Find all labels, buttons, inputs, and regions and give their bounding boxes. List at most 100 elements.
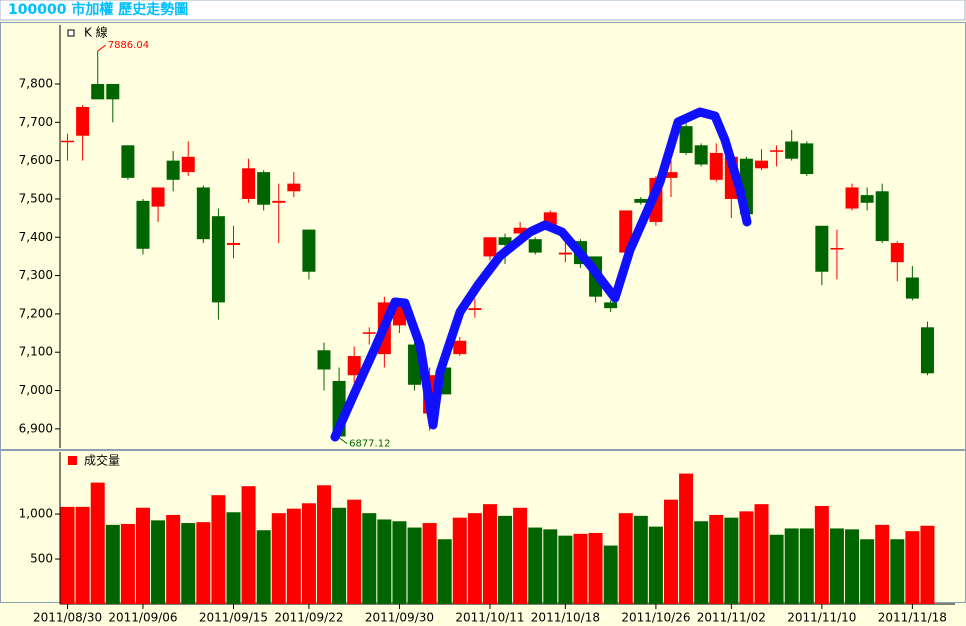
volume-bar bbox=[362, 513, 377, 604]
y-tick-label: 7,800 bbox=[19, 77, 53, 91]
x-tick-label: 2011/11/18 bbox=[878, 611, 947, 625]
volume-bar bbox=[301, 503, 316, 604]
candle-body bbox=[875, 191, 889, 242]
legend-label: 成交量 bbox=[84, 453, 120, 468]
x-tick-label: 2011/09/06 bbox=[108, 611, 177, 625]
candle-body bbox=[91, 84, 105, 100]
volume-bar bbox=[181, 523, 196, 604]
candle-body bbox=[890, 243, 904, 263]
candle-body bbox=[317, 350, 331, 370]
candle-body bbox=[121, 145, 135, 178]
candle-body bbox=[513, 227, 527, 234]
volume-bar bbox=[784, 528, 799, 604]
candle-body bbox=[920, 327, 934, 374]
candle-body bbox=[905, 277, 919, 299]
x-tick-label: 2011/10/18 bbox=[531, 611, 600, 625]
volume-bar bbox=[603, 545, 618, 604]
volume-bar bbox=[543, 529, 558, 604]
volume-bar bbox=[920, 525, 935, 604]
candle-body bbox=[528, 239, 542, 253]
candle-body bbox=[815, 225, 829, 272]
volume-bar bbox=[482, 504, 497, 604]
candle-body bbox=[181, 156, 195, 173]
annotation: 6877.12 bbox=[349, 439, 390, 450]
volume-bar bbox=[573, 533, 588, 604]
volume-bar bbox=[648, 526, 663, 604]
volume-bar bbox=[739, 511, 754, 604]
candle-body bbox=[483, 237, 497, 257]
volume-bar bbox=[105, 524, 120, 604]
volume-bar bbox=[196, 522, 211, 604]
x-tick-label: 2011/11/02 bbox=[697, 611, 766, 625]
volume-bar bbox=[513, 507, 528, 604]
volume-bar bbox=[75, 506, 90, 604]
candle-body bbox=[362, 332, 376, 334]
y-tick-label: 7,600 bbox=[19, 153, 53, 167]
candle-body bbox=[709, 152, 723, 180]
volume-bar bbox=[724, 517, 739, 604]
volume-bar bbox=[528, 527, 543, 604]
y-tick-label: 6,900 bbox=[19, 421, 53, 435]
volume-bar bbox=[860, 539, 875, 604]
volume-bar bbox=[332, 507, 347, 604]
volume-bar bbox=[875, 524, 890, 604]
volume-bar bbox=[558, 535, 573, 604]
y-tick-label: 7,700 bbox=[19, 115, 53, 129]
volume-bar bbox=[845, 529, 860, 604]
volume-bar bbox=[679, 473, 694, 604]
y-tick-label: 7,000 bbox=[19, 383, 53, 397]
volume-bar bbox=[467, 513, 482, 604]
volume-bar bbox=[166, 514, 181, 604]
volume-bar bbox=[498, 515, 513, 604]
volume-bar bbox=[377, 519, 392, 604]
title-bar bbox=[0, 0, 966, 21]
candle-body bbox=[61, 140, 75, 143]
volume-bar bbox=[633, 515, 648, 604]
volume-bar bbox=[347, 499, 362, 604]
candle-body bbox=[151, 187, 165, 207]
hand-drawn-overlay bbox=[330, 107, 752, 442]
volume-bar bbox=[663, 499, 678, 604]
chart-title: 100000 市加權 歷史走勢圖 bbox=[8, 1, 188, 18]
volume-bar bbox=[60, 506, 75, 604]
y-tick-label: 1,000 bbox=[19, 507, 53, 521]
legend-icon bbox=[68, 456, 77, 465]
x-tick-label: 2011/09/30 bbox=[365, 611, 434, 625]
candle-body bbox=[679, 126, 693, 153]
volume-bar bbox=[271, 513, 286, 604]
x-tick-label: 2011/08/30 bbox=[33, 611, 102, 625]
y-tick-label: 7,500 bbox=[19, 191, 53, 205]
candle-body bbox=[664, 172, 678, 178]
candle-body bbox=[257, 172, 271, 205]
y-tick-label: 500 bbox=[30, 552, 53, 566]
candle-body bbox=[770, 150, 784, 152]
x-tick-label: 2011/11/10 bbox=[787, 611, 856, 625]
candle-body bbox=[634, 198, 648, 203]
volume-bar bbox=[905, 531, 920, 604]
volume-bar bbox=[618, 513, 633, 604]
y-tick-label: 7,200 bbox=[19, 306, 53, 320]
candle-body bbox=[136, 200, 150, 249]
candle-body bbox=[106, 84, 120, 100]
volume-bar bbox=[437, 539, 452, 604]
candle-body bbox=[166, 160, 180, 180]
volume-bar bbox=[120, 523, 135, 604]
annotation: 7886.04 bbox=[108, 40, 149, 51]
candle-body bbox=[242, 168, 256, 199]
volume-bar bbox=[286, 508, 301, 604]
x-tick-label: 2011/09/15 bbox=[199, 611, 268, 625]
x-tick-label: 2011/10/11 bbox=[455, 611, 524, 625]
candle-body bbox=[211, 216, 225, 303]
candle-body bbox=[196, 187, 210, 240]
candle-body bbox=[860, 195, 874, 203]
candle-body bbox=[694, 145, 708, 165]
volume-bar bbox=[890, 539, 905, 604]
candle-body bbox=[76, 106, 90, 136]
volume-bar bbox=[392, 521, 407, 604]
volume-bar bbox=[588, 532, 603, 604]
volume-bar bbox=[754, 504, 769, 604]
candle-body bbox=[800, 143, 814, 175]
volume-bar bbox=[694, 521, 709, 604]
candle-body bbox=[453, 340, 467, 355]
